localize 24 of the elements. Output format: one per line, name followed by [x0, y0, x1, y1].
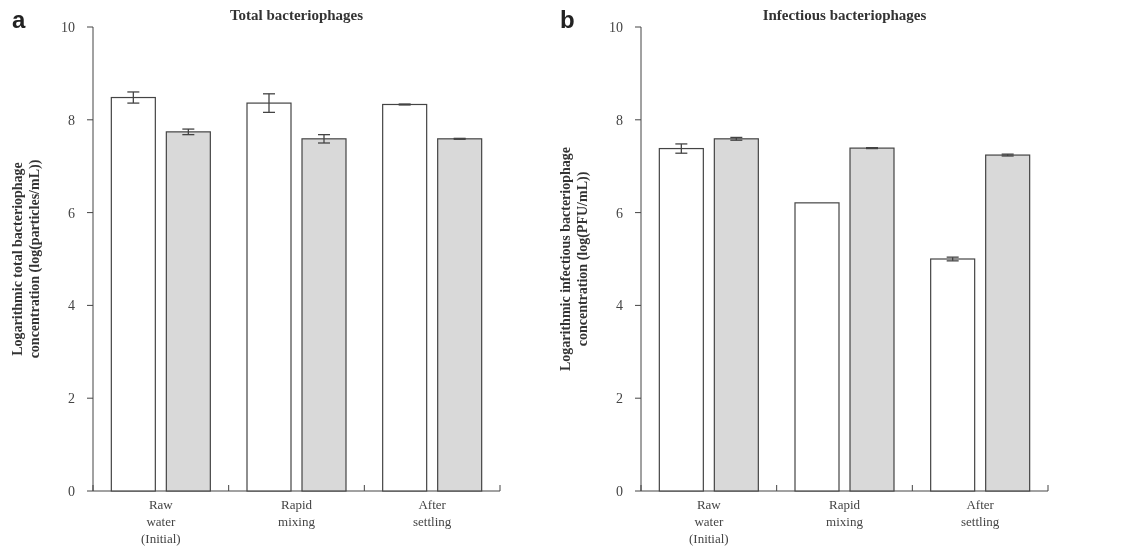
y-tick-label: 4 — [68, 298, 75, 314]
text: b — [560, 6, 575, 33]
y-tick-label: 10 — [61, 20, 75, 35]
x-tick-label: Raw water (Initial) — [140, 497, 181, 546]
y-tick-label: 4 — [616, 298, 623, 314]
y-tick-label: 0 — [616, 484, 623, 499]
y-tick-label: 10 — [609, 20, 623, 35]
y-axis-title: Logarithmic total bacteriophage concentration (log(particles/mL)) — [10, 159, 43, 359]
chart-title: Infectious bacteriophages — [762, 7, 927, 23]
x-tick-label: Raw water (Initial) — [688, 497, 729, 546]
y-tick-label: 2 — [616, 391, 623, 407]
x-tick-label: Rapid mixing — [826, 497, 864, 529]
x-tick-label: Rapid mixing — [278, 497, 316, 529]
x-tick-label: After settling — [961, 497, 1000, 529]
y-tick-label: 0 — [68, 484, 75, 499]
y-axis-title: Logarithmic infectious bacteriophage concentration (log(PFU/mL)) — [558, 147, 591, 371]
chart-title: Total bacteriophages — [229, 7, 364, 23]
y-tick-label: 6 — [68, 205, 75, 221]
text: a — [12, 6, 26, 33]
x-tick-label: After settling — [413, 497, 452, 529]
y-tick-label: 6 — [616, 205, 623, 221]
y-tick-label: 2 — [68, 391, 75, 407]
y-tick-label: 8 — [616, 112, 623, 128]
y-tick-label: 8 — [68, 112, 75, 128]
